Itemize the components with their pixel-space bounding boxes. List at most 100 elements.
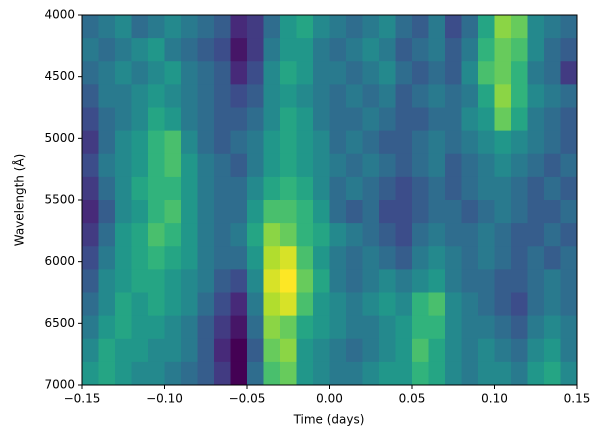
heatmap-cell <box>511 361 528 386</box>
heatmap-cell <box>379 15 396 39</box>
heatmap-cell <box>329 130 347 155</box>
heatmap-cell <box>148 338 165 363</box>
heatmap-cell <box>181 15 198 39</box>
heatmap-cell <box>329 84 347 108</box>
heatmap-cell <box>395 269 413 293</box>
heatmap-cell <box>263 84 281 108</box>
heatmap-cell <box>395 223 413 247</box>
heatmap-cell <box>362 38 380 62</box>
heatmap-cell <box>379 292 396 317</box>
heatmap-cell <box>247 223 264 247</box>
heatmap-cell <box>181 292 198 317</box>
heatmap-cell <box>428 15 446 39</box>
x-axis-label: Time (days) <box>293 413 365 427</box>
heatmap-cell <box>560 246 578 270</box>
heatmap-cell <box>379 61 396 85</box>
heatmap-cell <box>115 292 132 317</box>
heatmap-cell <box>478 200 495 224</box>
heatmap-cell <box>445 269 462 293</box>
heatmap-cell <box>164 200 182 224</box>
heatmap-cell <box>461 84 479 108</box>
x-tick-label: 0.10 <box>481 392 508 406</box>
heatmap-cell <box>230 223 248 247</box>
heatmap-cell <box>362 130 380 155</box>
heatmap-cell <box>313 38 330 62</box>
heatmap-cell <box>98 292 116 317</box>
heatmap-cell <box>329 15 347 39</box>
heatmap-cell <box>131 246 149 270</box>
heatmap-cell <box>544 361 561 386</box>
heatmap-cell <box>280 153 297 178</box>
heatmap-cell <box>313 130 330 155</box>
heatmap-cell <box>131 107 149 132</box>
heatmap-cell <box>346 269 363 293</box>
y-tick-label: 5500 <box>44 193 75 207</box>
heatmap-cell <box>379 338 396 363</box>
heatmap-cell <box>412 61 429 85</box>
heatmap-cell <box>131 223 149 247</box>
heatmap-cell <box>181 176 198 201</box>
heatmap-cell <box>379 361 396 386</box>
heatmap-cell <box>379 153 396 178</box>
heatmap-cell <box>214 361 231 386</box>
heatmap-cell <box>428 361 446 386</box>
heatmap-cell <box>98 61 116 85</box>
heatmap-cell <box>560 338 578 363</box>
heatmap-cell <box>164 61 182 85</box>
heatmap-cell <box>412 107 429 132</box>
heatmap-cell <box>164 84 182 108</box>
heatmap-cell <box>412 153 429 178</box>
heatmap-cell <box>379 269 396 293</box>
heatmap-cell <box>82 269 99 293</box>
heatmap-cell <box>197 84 215 108</box>
heatmap-cell <box>527 223 545 247</box>
heatmap-cell <box>181 338 198 363</box>
heatmap-cell <box>494 338 512 363</box>
heatmap-cell <box>395 61 413 85</box>
heatmap-cell <box>329 338 347 363</box>
heatmap-cell <box>313 269 330 293</box>
heatmap-cell <box>115 361 132 386</box>
heatmap-cell <box>560 361 578 386</box>
heatmap-cell <box>148 292 165 317</box>
heatmap-cell <box>197 361 215 386</box>
heatmap-cell <box>280 361 297 386</box>
heatmap-cell <box>527 61 545 85</box>
heatmap-cell <box>247 15 264 39</box>
heatmap-cell <box>247 153 264 178</box>
heatmap-cell <box>362 153 380 178</box>
heatmap-cell <box>395 246 413 270</box>
heatmap-cell <box>82 107 99 132</box>
heatmap-cell <box>412 292 429 317</box>
heatmap-cell <box>313 153 330 178</box>
heatmap-cell <box>412 315 429 340</box>
heatmap-cell <box>131 153 149 178</box>
heatmap-cell <box>527 153 545 178</box>
heatmap-cell <box>263 107 281 132</box>
heatmap-cell <box>461 176 479 201</box>
heatmap-cell <box>379 84 396 108</box>
heatmap-cell <box>148 176 165 201</box>
heatmap-cell <box>214 153 231 178</box>
heatmap-cell <box>82 15 99 39</box>
heatmap-cell <box>247 176 264 201</box>
heatmap-cell <box>511 176 528 201</box>
heatmap-cell <box>115 84 132 108</box>
heatmap-cell <box>511 338 528 363</box>
heatmap-cell <box>230 15 248 39</box>
heatmap-cell <box>247 246 264 270</box>
heatmap-cell <box>313 246 330 270</box>
heatmap-cell <box>511 84 528 108</box>
heatmap-cell <box>214 269 231 293</box>
heatmap-cell <box>478 246 495 270</box>
heatmap-cell <box>230 246 248 270</box>
heatmap-cell <box>296 176 314 201</box>
heatmap-cell <box>329 246 347 270</box>
heatmap-cell <box>445 200 462 224</box>
heatmap-cell <box>263 130 281 155</box>
heatmap-cell <box>115 269 132 293</box>
heatmap-cell <box>263 361 281 386</box>
heatmap-cell <box>181 84 198 108</box>
heatmap-cell <box>478 269 495 293</box>
heatmap-cell <box>445 292 462 317</box>
